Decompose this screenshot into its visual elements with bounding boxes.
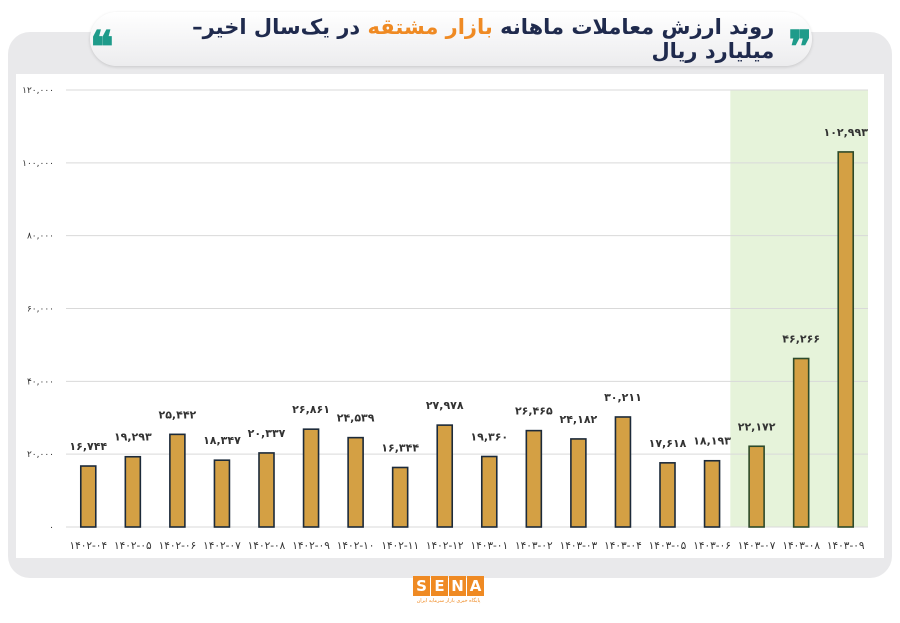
data-label: ۲۷,۹۷۸ (426, 399, 464, 412)
data-label: ۱۶,۷۴۴ (69, 440, 107, 453)
bar (436, 424, 454, 528)
chart-title-banner: ❞ روند ارزش معاملات ماهانه بازار مشتقه د… (90, 12, 812, 70)
bar (347, 436, 364, 528)
x-tick-label: ۱۴۰۳-۰۱ (470, 540, 508, 552)
x-tick-label: ۱۴۰۲-۰۶ (159, 540, 197, 552)
x-tick-label: ۱۴۰۲-۰۵ (114, 540, 152, 552)
quote-open-icon: ❞ (788, 22, 812, 73)
y-tick-label: ۶۰,۰۰۰ (27, 305, 54, 315)
bar (258, 452, 275, 528)
data-label: ۱۹,۳۶۰ (470, 430, 508, 443)
y-tick-label: ۲۰,۰۰۰ (27, 450, 54, 460)
data-label: ۱۶,۳۴۴ (381, 441, 419, 454)
quote-close-icon: ❝ (90, 22, 114, 73)
data-label: ۱۸,۱۹۳ (693, 435, 731, 448)
x-tick-label: ۱۴۰۲-۰۸ (248, 540, 286, 552)
data-label: ۲۴,۱۸۲ (560, 413, 598, 426)
bar (525, 429, 543, 528)
x-tick-label: ۱۴۰۳-۰۵ (649, 540, 687, 552)
title-part1: روند ارزش معاملات ماهانه (500, 15, 775, 39)
logo-letter: E (431, 576, 448, 596)
x-tick-label: ۱۴۰۲-۱۲ (426, 540, 464, 552)
bar (837, 151, 855, 528)
bar (659, 462, 676, 528)
title-part2: در یک‌سال اخیر– میلیارد ریال (192, 15, 775, 63)
bar (614, 416, 632, 528)
x-tick-label: ۱۴۰۲-۰۴ (69, 540, 107, 552)
bar (703, 459, 721, 528)
bar (748, 445, 765, 528)
x-tick-label: ۱۴۰۲-۰۹ (292, 540, 330, 552)
bar (79, 465, 97, 528)
logo-letter: A (467, 576, 484, 596)
y-tick-label: ۱۰۰,۰۰۰ (22, 159, 54, 169)
bar (792, 357, 810, 528)
data-label: ۲۴,۵۳۹ (337, 412, 375, 425)
bar (480, 455, 498, 528)
data-label: ۱۸,۳۴۷ (203, 434, 241, 447)
logo-letter: N (449, 576, 466, 596)
data-label: ۲۶,۴۶۵ (515, 405, 553, 418)
data-label: ۲۲,۱۷۲ (738, 420, 776, 433)
y-tick-label: ۴۰,۰۰۰ (27, 377, 54, 387)
bar (124, 455, 142, 528)
logo-subtitle: پایگاه خبری بازار سرمایه ایران (416, 598, 481, 604)
y-tick-label: ۸۰,۰۰۰ (27, 232, 54, 242)
data-label: ۲۶,۸۶۱ (292, 403, 330, 416)
y-tick-label: ۱۲۰,۰۰۰ (22, 86, 54, 96)
x-tick-label: ۱۴۰۳-۰۶ (693, 540, 731, 552)
x-tick-label: ۱۴۰۳-۰۲ (515, 540, 553, 552)
data-label: ۴۶,۲۶۶ (782, 333, 820, 346)
data-label: ۱۹,۲۹۳ (114, 431, 152, 444)
x-tick-label: ۱۴۰۳-۰۸ (782, 540, 820, 552)
data-label: ۱۰۲,۹۹۳ (823, 126, 868, 139)
chart-title: روند ارزش معاملات ماهانه بازار مشتقه در … (128, 15, 775, 63)
bar (302, 428, 320, 528)
y-tick-label: ۰ (49, 523, 54, 533)
x-tick-label: ۱۴۰۲-۱۰ (337, 540, 375, 552)
logo-letter: S (413, 576, 430, 596)
x-tick-label: ۱۴۰۲-۰۷ (203, 540, 241, 552)
bar (213, 459, 231, 528)
x-tick-label: ۱۴۰۳-۰۴ (604, 540, 642, 552)
bar (391, 466, 409, 528)
data-label: ۲۵,۴۴۲ (159, 408, 197, 421)
bar (570, 438, 587, 528)
data-label: ۳۰,۲۱۱ (604, 391, 642, 404)
data-label: ۲۰,۳۳۷ (248, 427, 286, 440)
x-tick-label: ۱۴۰۳-۰۷ (738, 540, 776, 552)
data-label: ۱۷,۶۱۸ (649, 437, 687, 450)
title-highlight: بازار مشتقه (367, 15, 493, 39)
x-tick-label: ۱۴۰۲-۱۱ (381, 540, 419, 552)
x-tick-label: ۱۴۰۳-۰۹ (827, 540, 865, 552)
bar (169, 433, 186, 528)
x-tick-label: ۱۴۰۳-۰۳ (560, 540, 598, 552)
